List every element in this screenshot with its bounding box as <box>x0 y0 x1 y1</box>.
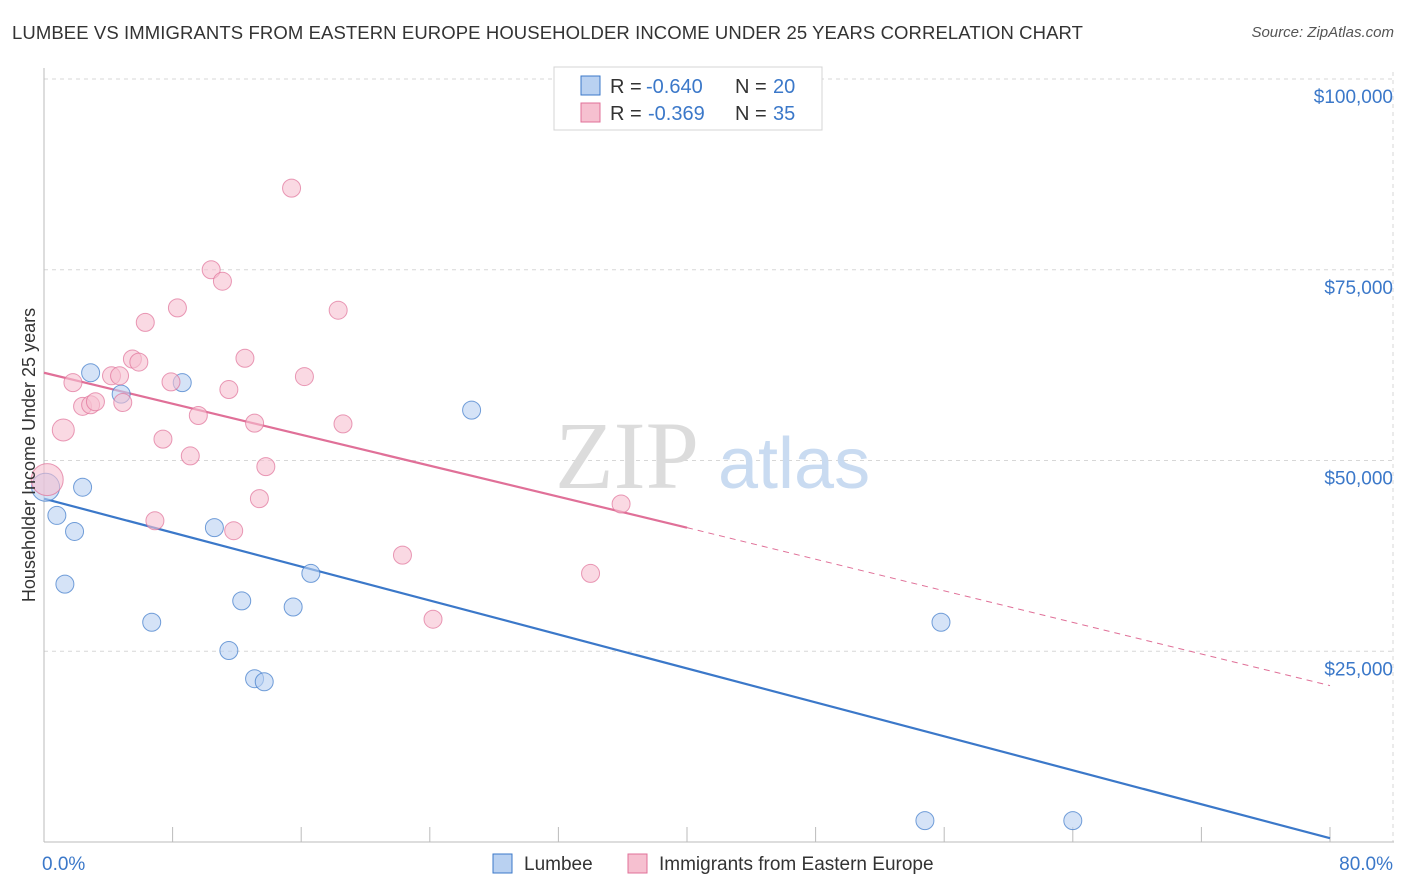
y-tick-label-1: $50,000 <box>1324 469 1393 490</box>
point-immigrants-0 <box>30 463 64 497</box>
point-immigrants-5 <box>85 392 105 412</box>
point-immigrants-14 <box>161 372 181 392</box>
point-immigrants-13 <box>153 429 173 449</box>
point-immigrants-12 <box>145 511 165 531</box>
watermark: ZIP atlas <box>555 402 870 509</box>
point-immigrants-23 <box>245 413 265 433</box>
point-immigrants-1 <box>51 418 75 442</box>
watermark-zip: ZIP <box>555 402 699 509</box>
point-lumbee-5 <box>81 363 101 383</box>
trend-line-lumbee <box>43 497 1331 840</box>
point-lumbee-13 <box>254 672 274 692</box>
legend-n-label: N = <box>735 76 767 98</box>
legend-r-value-immigrants: -0.369 <box>648 103 705 125</box>
legend-swatch-lumbee <box>580 75 601 96</box>
point-immigrants-25 <box>256 457 276 477</box>
point-immigrants-19 <box>212 271 232 291</box>
point-immigrants-33 <box>611 494 631 514</box>
x-tick-label-0: 0.0% <box>42 854 85 875</box>
point-immigrants-30 <box>392 545 412 565</box>
point-lumbee-11 <box>232 591 252 611</box>
point-lumbee-17 <box>915 811 935 831</box>
y-axis-label: Householder Income Under 25 years <box>19 308 39 602</box>
legend-swatch-immigrants <box>580 102 601 123</box>
point-lumbee-3 <box>65 521 85 541</box>
point-immigrants-7 <box>110 366 130 386</box>
point-lumbee-7 <box>142 612 162 632</box>
point-immigrants-32 <box>581 563 601 583</box>
legend-box: R = -0.640 N = 20 R = -0.369 N = 35 <box>553 66 823 131</box>
point-immigrants-27 <box>294 367 314 387</box>
point-lumbee-9 <box>204 518 224 538</box>
point-lumbee-14 <box>283 597 303 617</box>
point-lumbee-10 <box>219 640 239 660</box>
bottom-legend-swatch-immigrants <box>627 853 648 874</box>
point-lumbee-19 <box>1063 811 1083 831</box>
point-immigrants-29 <box>333 414 353 434</box>
legend-n-value-lumbee: 20 <box>773 76 795 98</box>
point-lumbee-2 <box>55 574 75 594</box>
bottom-legend-label-immigrants: Immigrants from Eastern Europe <box>659 854 934 875</box>
point-immigrants-31 <box>423 609 443 629</box>
source-credit: Source: ZipAtlas.com <box>1251 24 1394 41</box>
y-tick-label-0: $25,000 <box>1324 659 1393 680</box>
point-immigrants-8 <box>113 393 133 413</box>
point-lumbee-16 <box>462 400 482 420</box>
point-immigrants-22 <box>235 348 255 368</box>
point-lumbee-4 <box>73 477 93 497</box>
trend-lines <box>43 371 1331 840</box>
point-immigrants-10 <box>129 352 149 372</box>
bottom-legend-label-lumbee: Lumbee <box>524 854 593 875</box>
trend-line-immigrants <box>43 371 688 529</box>
point-immigrants-18 <box>201 260 221 280</box>
point-immigrants-17 <box>188 405 208 425</box>
legend-n-value-immigrants: 35 <box>773 103 795 125</box>
data-points <box>30 178 1083 831</box>
point-immigrants-20 <box>219 380 239 400</box>
point-immigrants-21 <box>224 521 244 541</box>
axes <box>43 68 1394 843</box>
x-tick-label-1: 80.0% <box>1339 854 1393 875</box>
legend-r-label-2: R = <box>610 103 642 125</box>
tick-labels: $25,000 $50,000 $75,000 $100,000 0.0% 80.0% <box>42 87 1393 875</box>
point-lumbee-15 <box>301 563 321 583</box>
trend-line-immigrants-projection <box>686 527 1331 687</box>
point-immigrants-11 <box>135 312 155 332</box>
point-immigrants-16 <box>180 446 200 466</box>
legend-r-value-lumbee: -0.640 <box>646 76 703 98</box>
point-lumbee-1 <box>47 505 67 525</box>
y-tick-label-2: $75,000 <box>1324 278 1393 299</box>
legend-n-label-2: N = <box>735 103 767 125</box>
point-immigrants-28 <box>328 300 348 320</box>
point-immigrants-15 <box>167 298 187 318</box>
point-lumbee-18 <box>931 612 951 632</box>
bottom-legend-swatch-lumbee <box>492 853 513 874</box>
point-immigrants-26 <box>282 178 302 198</box>
y-tick-label-3: $100,000 <box>1314 87 1393 108</box>
point-immigrants-2 <box>63 373 83 393</box>
watermark-atlas: atlas <box>718 424 870 504</box>
bottom-legend: Lumbee Immigrants from Eastern Europe <box>492 853 934 875</box>
point-immigrants-24 <box>249 489 269 509</box>
chart-title: LUMBEE VS IMMIGRANTS FROM EASTERN EUROPE… <box>12 22 1084 43</box>
legend-r-label: R = <box>610 76 642 98</box>
